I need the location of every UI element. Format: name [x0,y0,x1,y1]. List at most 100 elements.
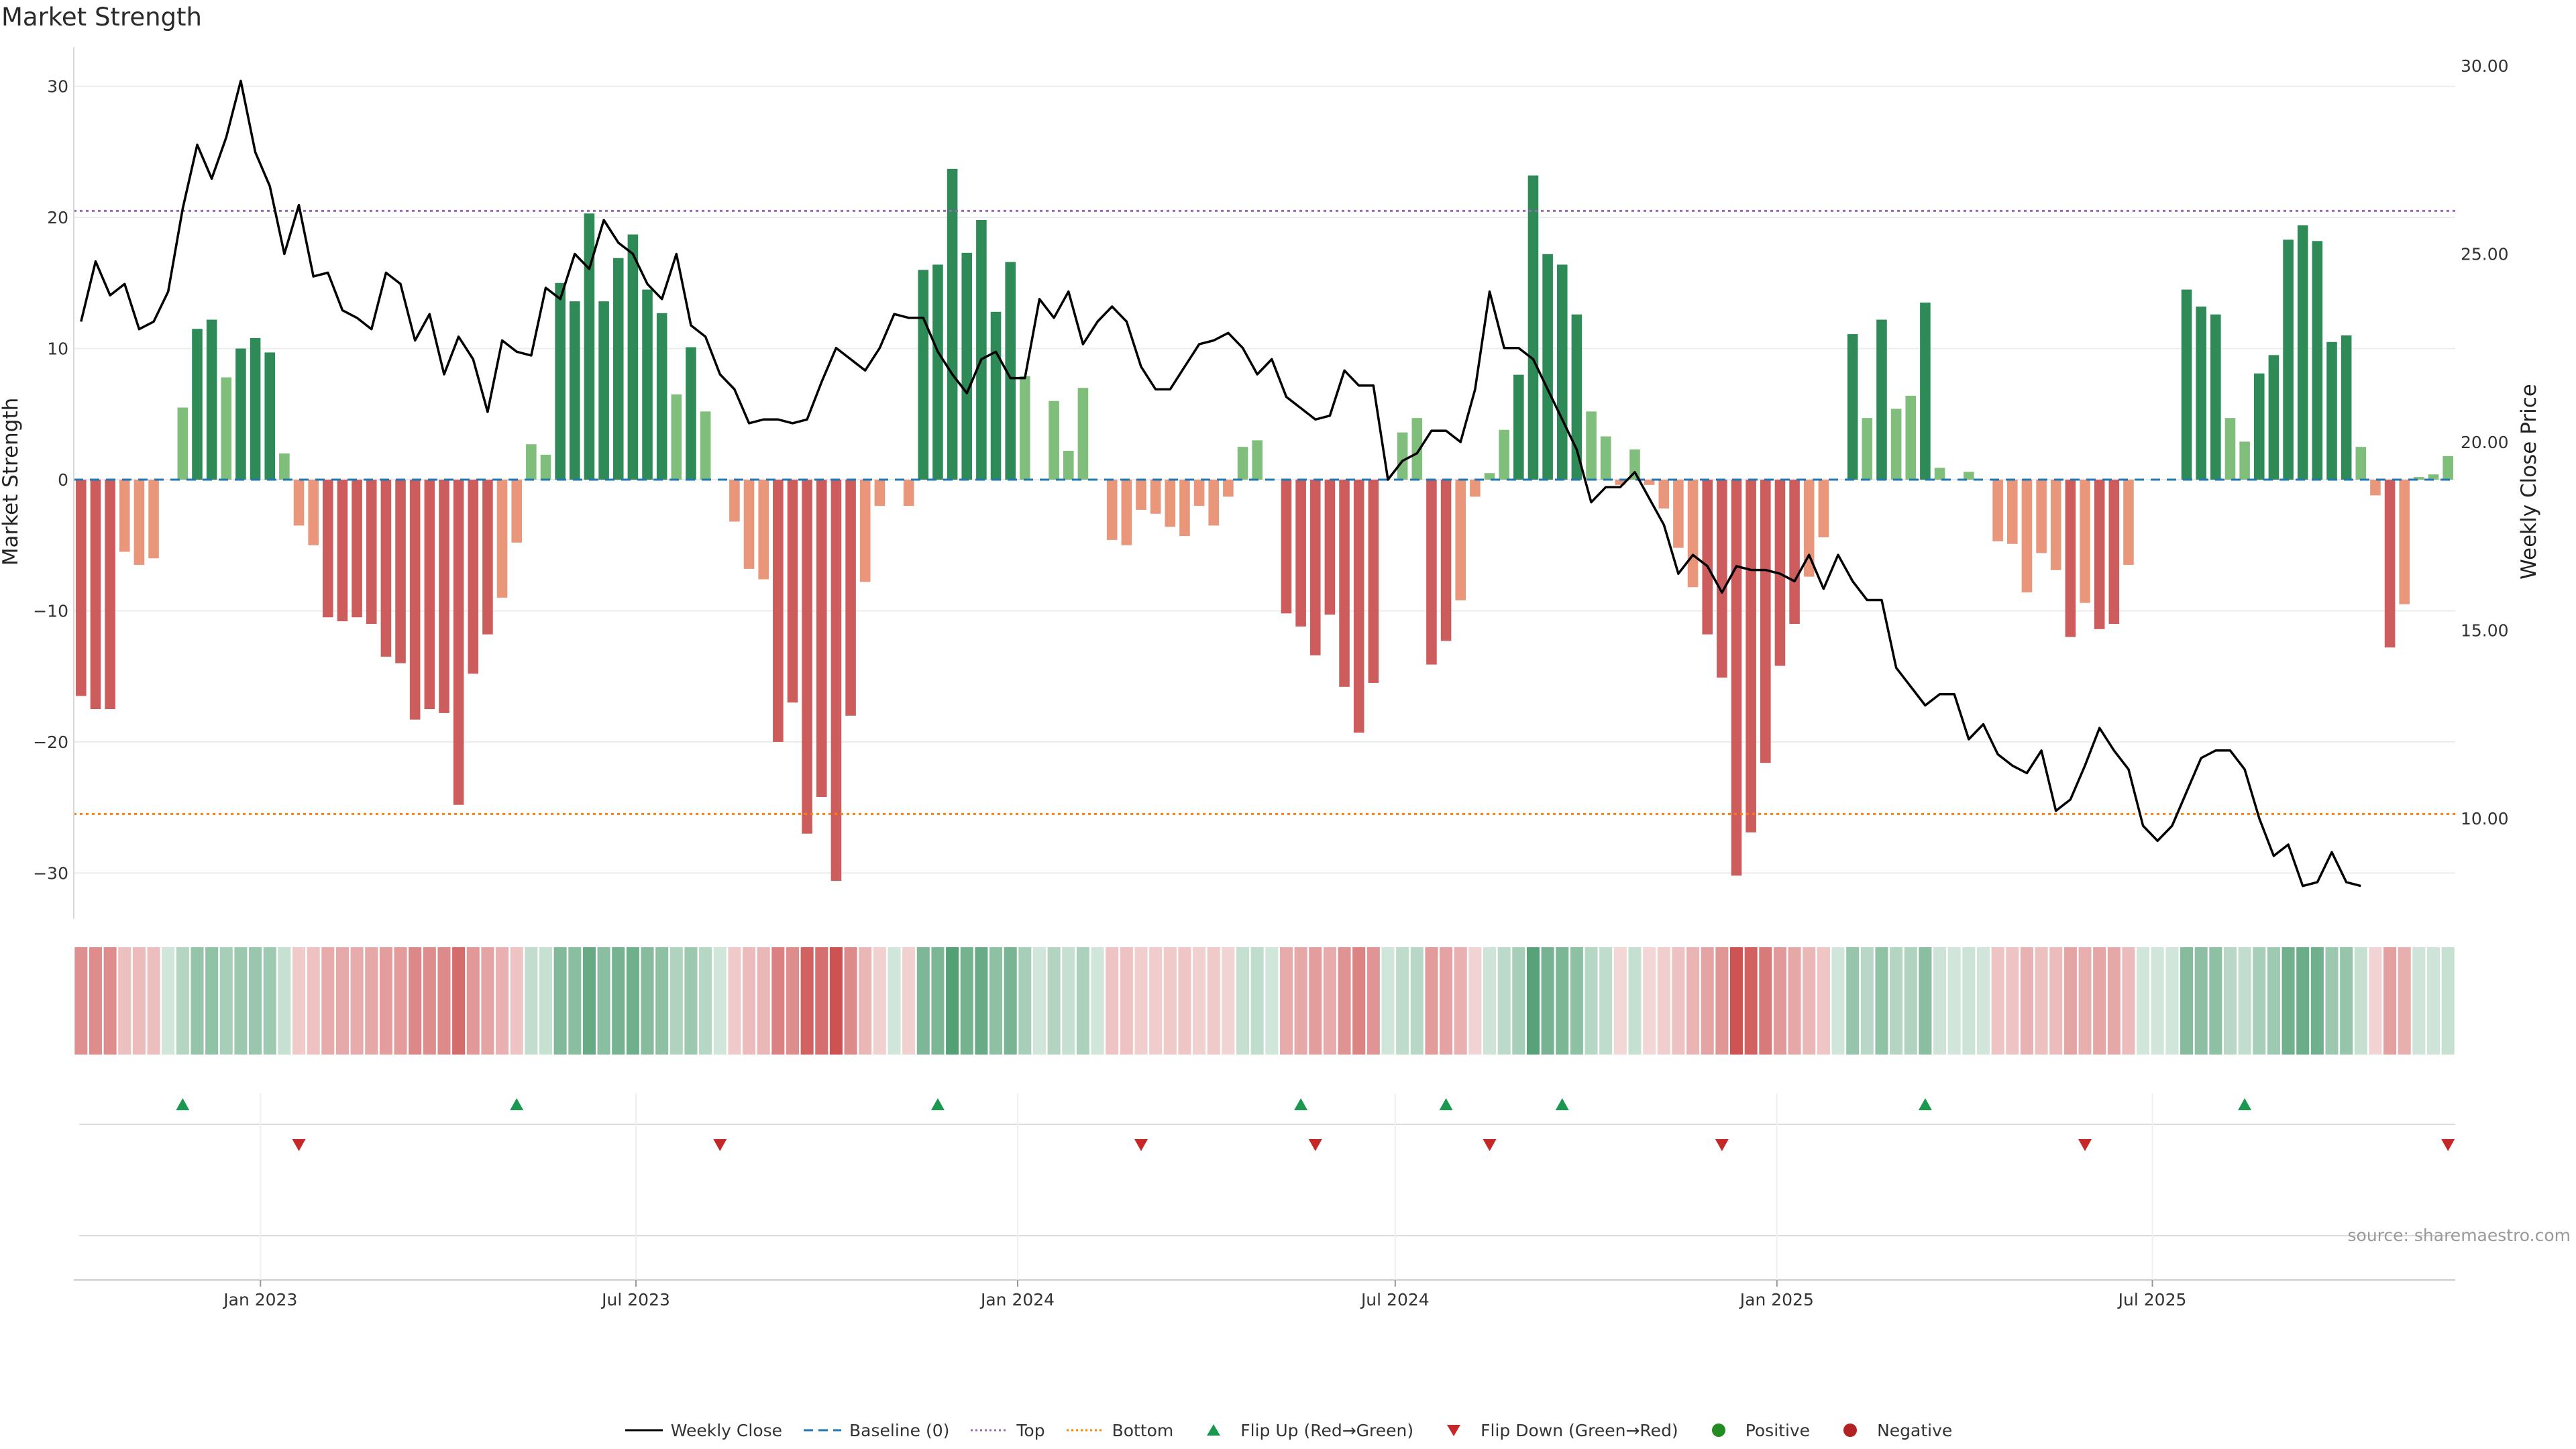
x-tick-label: Jan 2025 [1739,1290,1814,1309]
legend-label: Flip Up (Red→Green) [1240,1420,1414,1440]
heat-cell [1338,947,1351,1055]
y-axis-title: Market Strength [0,398,23,566]
chart-legend: Weekly Close Baseline (0) Top Bottom Flip Up… [0,1417,2576,1444]
heat-cell [452,947,466,1055]
heat-cell [321,947,335,1055]
heat-cell [713,947,727,1055]
strength-bar [1121,480,1132,545]
solid-line-icon [625,1429,663,1432]
strength-bar [1309,480,1321,655]
strength-bar [264,352,276,480]
strength-bar [1295,480,1306,627]
heat-cell [757,947,770,1055]
strength-bar [1818,480,1829,537]
strength-bar [1847,334,1858,480]
strength-bar [976,220,987,480]
heat-cell [278,947,291,1055]
strength-bar [743,480,755,569]
legend-label: Baseline (0) [849,1420,950,1440]
heat-cell [1976,947,1990,1055]
heat-cell [423,947,436,1055]
strength-bar [1165,480,1176,527]
strength-bar [2065,480,2076,637]
strength-bar [511,480,523,543]
strength-bar [90,480,101,710]
strength-bar [2297,225,2308,480]
heat-cell [1323,947,1336,1055]
strength-bar [2094,480,2105,629]
heat-cell [960,947,973,1055]
heat-cell [1919,947,1932,1055]
x-tick-label: Jan 2024 [979,1290,1055,1309]
heat-cell [1657,947,1670,1055]
strength-bar [1687,480,1699,588]
strength-bar [2370,480,2381,496]
strength-bar [177,407,189,480]
heat-cell [2078,947,2092,1055]
strength-bar [947,168,958,480]
legend-item: Negative [1830,1421,1952,1440]
heat-cell [1933,947,1947,1055]
strength-bar [482,480,493,635]
strength-bar [1237,447,1248,480]
strength-bar [1223,480,1234,497]
heat-cell [409,947,422,1055]
flip-down-marker [1483,1139,1497,1151]
heat-cell [379,947,392,1055]
heat-cell [1120,947,1133,1055]
heat-cell [2035,947,2048,1055]
heat-cell [626,947,639,1055]
strength-bar [1077,388,1089,480]
flip-markers [79,1098,2455,1236]
heat-cell [1773,947,1786,1055]
strength-bar [308,480,319,545]
strength-bar [366,480,377,624]
strength-bar [1746,480,1756,833]
strength-bar [1717,480,1727,678]
strength-bar [1876,319,1887,480]
strength-bar [1193,480,1205,506]
legend-item: Flip Up (Red→Green) [1193,1421,1413,1440]
strength-bar [859,480,871,582]
heat-cell [263,947,276,1055]
heat-cell [2369,947,2382,1055]
legend-item: Top [969,1421,1045,1440]
strength-bar [1905,395,1917,480]
heat-cell [1541,947,1554,1055]
legend-label: Flip Down (Green→Red) [1481,1420,1678,1440]
strength-bar [1556,264,1568,480]
heat-cell [1947,947,1961,1055]
heat-cell [1178,947,1191,1055]
strength-bar [1470,480,1481,497]
strength-bar [758,480,769,580]
strength-bar [773,480,784,742]
heat-cell [2253,947,2266,1055]
heat-cell [655,947,669,1055]
heat-cell [1366,947,1380,1055]
strength-bar [1934,468,1945,480]
heat-cell [699,947,712,1055]
legend-item: Bottom [1065,1421,1173,1440]
flip-down-marker [713,1139,727,1151]
y2-tick-label: 30.00 [2461,56,2509,76]
heat-cell [1250,947,1264,1055]
heat-cell [1425,947,1438,1055]
circle-icon [1843,1424,1858,1437]
strength-bar [990,311,1002,480]
strength-bar [1673,480,1684,548]
strength-bar [570,301,580,480]
strength-bar [1702,480,1713,635]
strength-bar [1397,432,1408,480]
strength-bar [1136,480,1146,510]
heat-cell [1222,947,1235,1055]
heat-cell [1715,947,1729,1055]
heat-cell [1047,947,1061,1055]
heat-cell [2107,947,2121,1055]
heat-cell [496,947,509,1055]
heat-cell [2122,947,2135,1055]
y-tick-label: 0 [58,470,68,490]
heat-cell [1701,947,1714,1055]
heat-cell [888,947,901,1055]
strength-bar [1005,262,1016,480]
strength-bar [1049,400,1059,480]
